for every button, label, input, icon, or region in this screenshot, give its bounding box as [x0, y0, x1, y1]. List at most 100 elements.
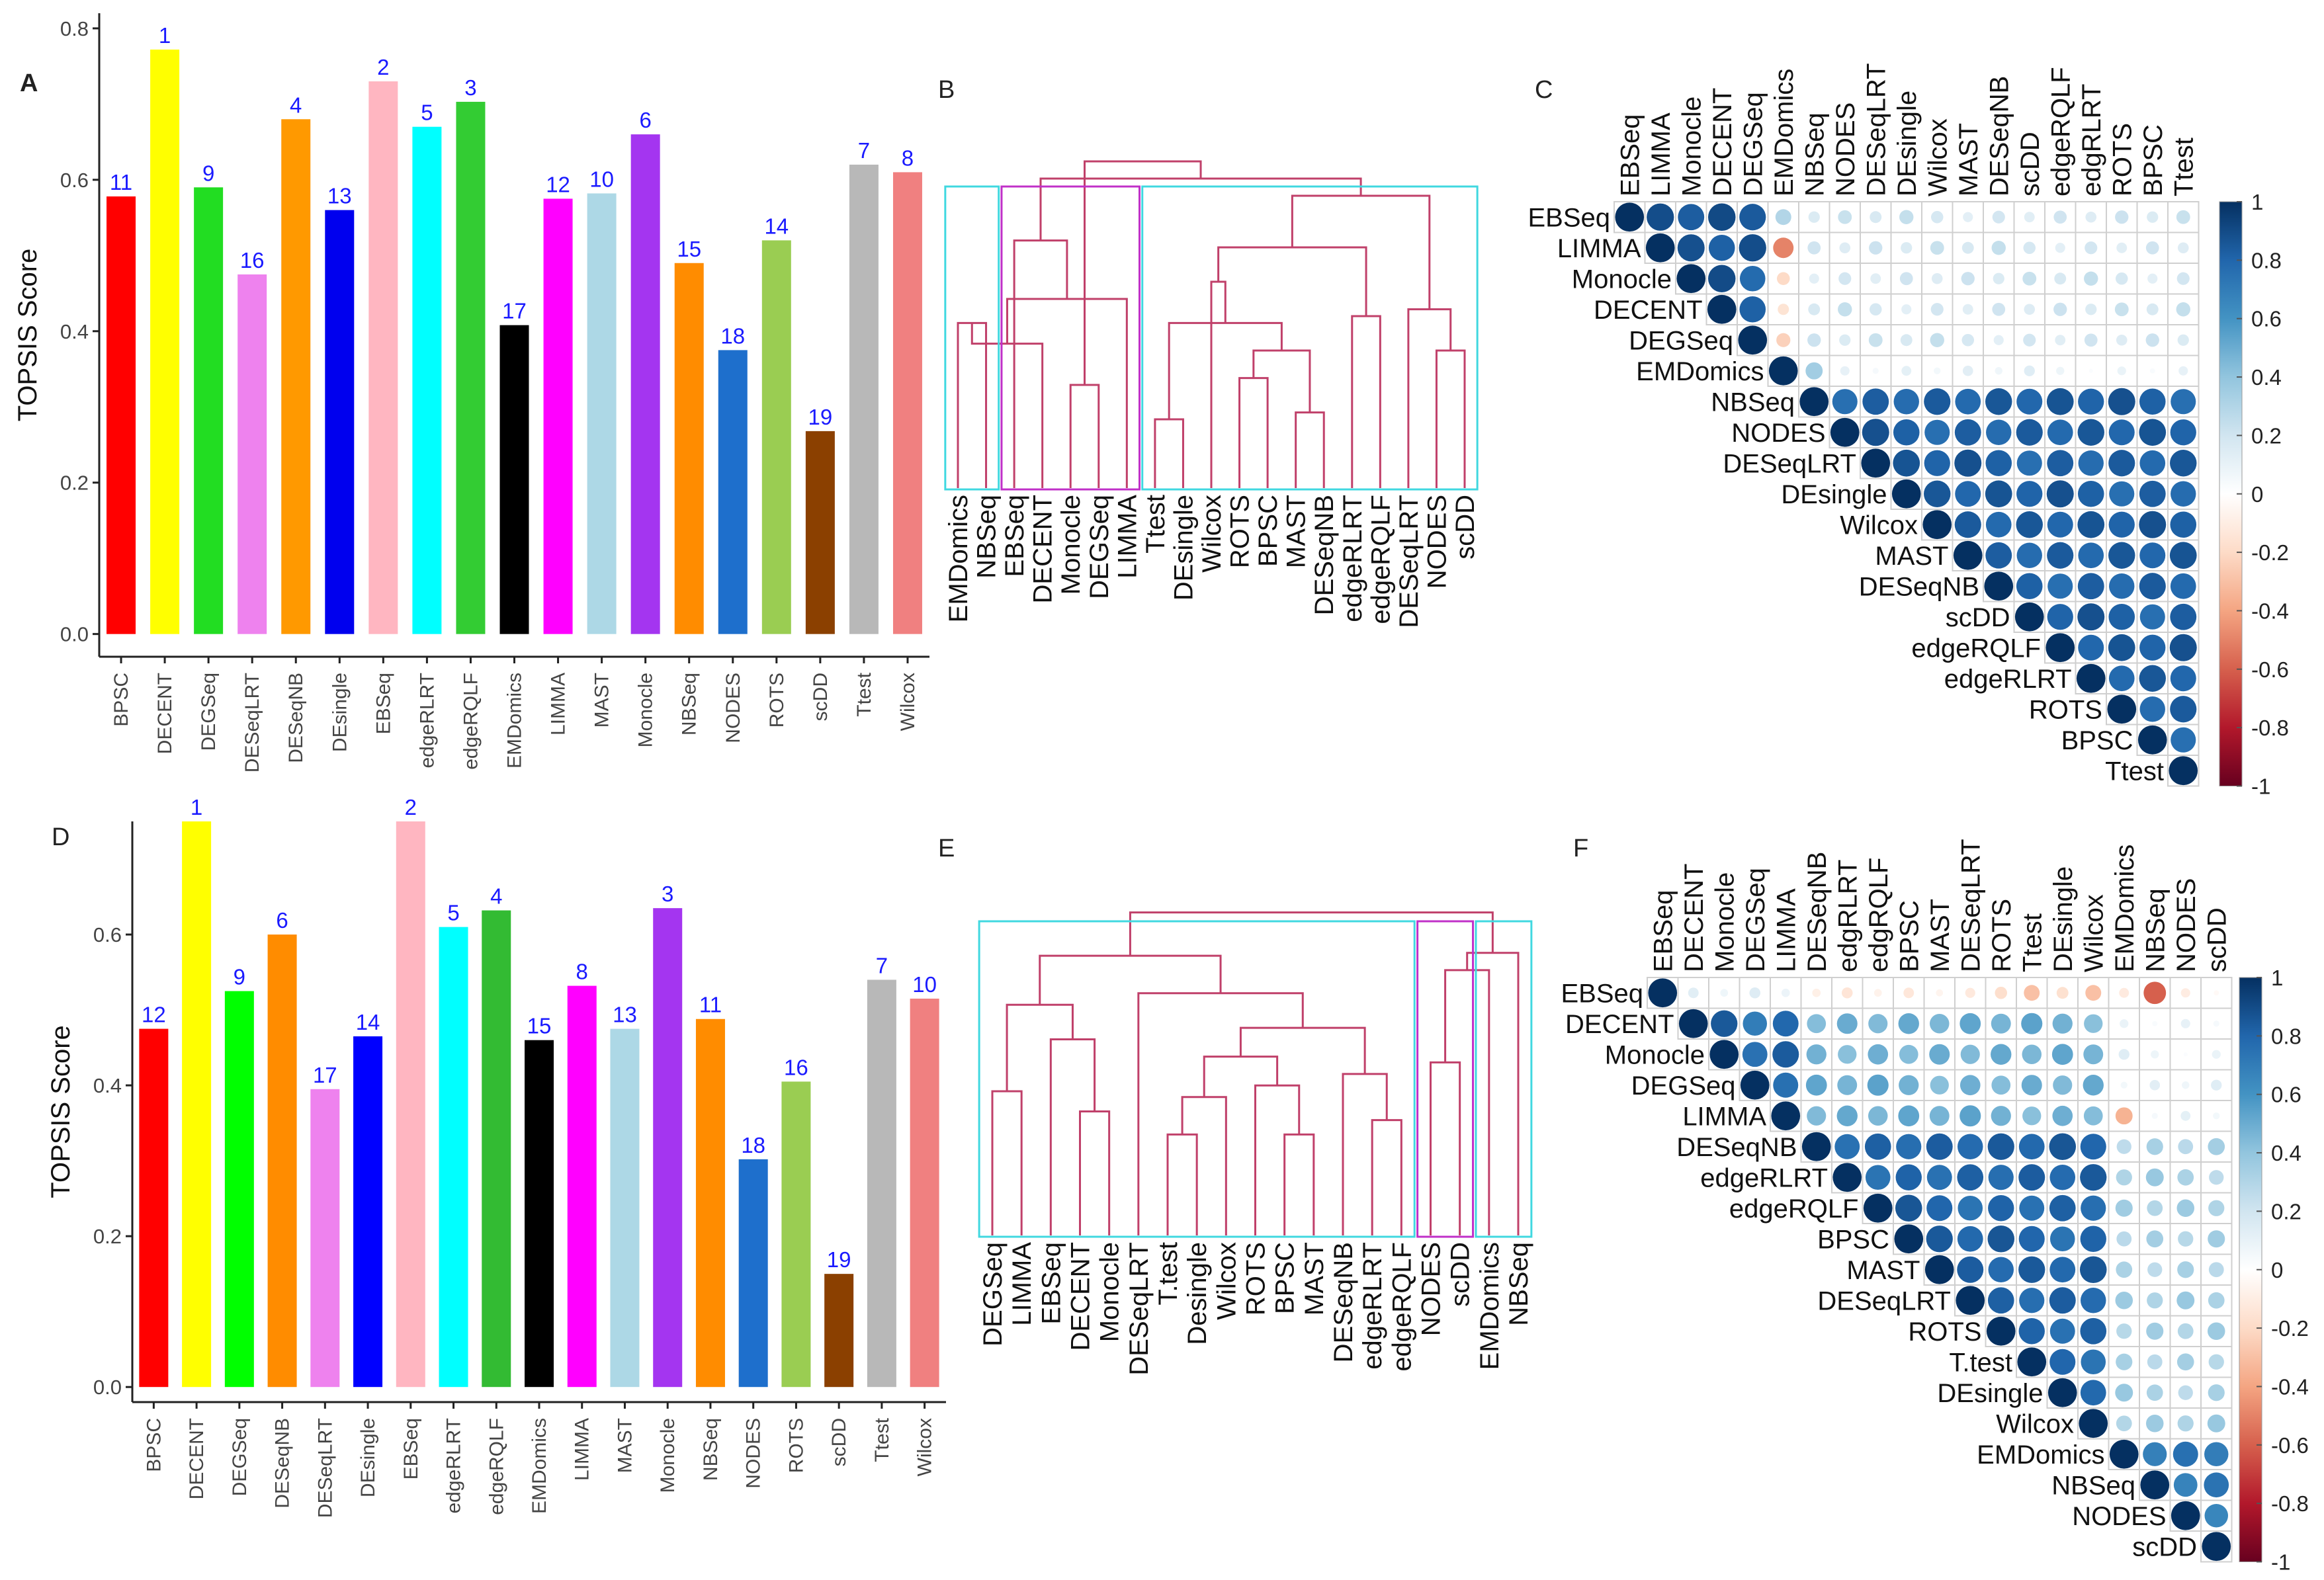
rank-label: 15 — [677, 237, 701, 261]
corr-circle — [2180, 1110, 2191, 1121]
corr-circle — [1987, 1287, 2014, 1314]
cluster-box — [1475, 920, 1533, 1238]
corr-circle — [2080, 1226, 2106, 1252]
column-label: edgRLRT — [2077, 84, 2106, 196]
corr-circle — [1924, 480, 1951, 507]
y-tick-label: 0.8 — [60, 17, 89, 40]
column-label: LIMMA — [1772, 888, 1801, 972]
corr-circle — [2151, 1050, 2159, 1059]
corr-circle — [2177, 242, 2189, 254]
corr-circle — [2146, 1322, 2164, 1340]
corr-circle — [1955, 481, 1981, 507]
row-label: BPSC — [1817, 1225, 1889, 1254]
rank-label: 1 — [191, 795, 202, 819]
corr-cell — [2167, 293, 2200, 325]
x-tick-label: NODES — [743, 1418, 765, 1489]
row-label: NODES — [2072, 1502, 2166, 1531]
corr-circle — [2208, 1262, 2224, 1278]
corr-circle — [1959, 1105, 1981, 1127]
corr-circle — [2056, 987, 2069, 999]
row-label: DESeqLRT — [1817, 1286, 1951, 1315]
leaf-label: edgeRQLF — [1387, 1242, 1416, 1372]
corr-circle — [2049, 1257, 2076, 1283]
corr-circle — [1930, 333, 1944, 347]
leaf-label: BPSC — [1254, 495, 1283, 567]
corr-circle — [1807, 241, 1821, 255]
rank-label: 3 — [662, 882, 673, 906]
dendrogram-link — [1291, 194, 1431, 310]
corr-circle — [2177, 1261, 2194, 1278]
corr-circle — [1861, 448, 1891, 478]
column-label: Monocle — [1710, 872, 1739, 972]
dendrogram-link — [1203, 1056, 1279, 1097]
row-label: DEGSeq — [1631, 1071, 1736, 1101]
corr-circle — [2178, 1139, 2194, 1155]
corr-circle — [2080, 1134, 2106, 1160]
corr-circle — [2118, 1049, 2130, 1060]
corr-circle — [2212, 1050, 2221, 1059]
corr-circle — [2143, 981, 2167, 1005]
column-label: DECENT — [1708, 88, 1737, 196]
corr-circle — [2209, 1170, 2224, 1185]
row-label: DESeqLRT — [1723, 449, 1856, 478]
x-tick-label: Wilcox — [914, 1418, 936, 1476]
bar — [781, 1081, 811, 1388]
dendrogram-link — [1217, 246, 1367, 316]
column-label: BPSC — [1895, 900, 1924, 972]
corr-circle — [1772, 1011, 1799, 1037]
column-label: LIMMA — [1647, 112, 1676, 196]
bar — [482, 910, 511, 1388]
bar — [674, 263, 704, 634]
corr-circle — [1709, 1040, 1739, 1069]
corr-circle — [2143, 1442, 2167, 1466]
corr-circle — [2178, 1231, 2194, 1247]
corr-circle — [2116, 1139, 2131, 1154]
corr-circle — [2053, 302, 2067, 316]
bar — [718, 350, 748, 634]
corr-circle — [2213, 1112, 2220, 1120]
corr-circle — [2173, 1473, 2198, 1497]
corr-circle — [1838, 1045, 1857, 1064]
corr-circle — [2202, 1532, 2231, 1561]
corr-circle — [1869, 303, 1882, 316]
column-label: NBSeq — [2141, 888, 2170, 972]
corr-circle — [2177, 1169, 2194, 1186]
rank-label: 16 — [784, 1055, 808, 1079]
corr-circle — [1961, 241, 1974, 254]
corr-circle — [1867, 1074, 1889, 1096]
corr-circle — [2016, 542, 2042, 568]
color-scale-label: -0.2 — [2251, 540, 2289, 565]
corr-circle — [2176, 272, 2190, 285]
dendrogram-link — [1154, 418, 1184, 488]
row-label: EBSeq — [1561, 979, 1643, 1008]
corr-circle — [2052, 1013, 2073, 1034]
corr-circle — [2021, 1013, 2043, 1034]
leaf-label: DECENT — [1066, 1242, 1096, 1351]
bar — [412, 126, 442, 634]
row-label: Ttest — [2105, 757, 2164, 786]
x-tick-label: NBSeq — [700, 1418, 722, 1481]
dendrogram-link — [1006, 298, 1128, 488]
rank-label: 3 — [464, 75, 476, 100]
leaf-label: DESeqNB — [1329, 1242, 1358, 1362]
color-scale-label: 0.6 — [2271, 1083, 2302, 1107]
corr-circle — [2019, 1288, 2045, 1313]
corr-circle — [1739, 296, 1766, 323]
corr-circle — [1901, 366, 1912, 376]
rank-label: 19 — [808, 405, 833, 429]
rank-label: 7 — [876, 953, 888, 977]
x-tick-label: MAST — [591, 673, 613, 728]
corr-circle — [1742, 1042, 1768, 1067]
color-scale-label: -0.6 — [2271, 1433, 2309, 1458]
corr-circle — [1929, 1106, 1950, 1126]
corr-circle — [2139, 511, 2167, 538]
color-scale-label: 0.2 — [2251, 423, 2282, 448]
dendrogram-link — [1168, 321, 1283, 419]
corr-circle — [2116, 1323, 2132, 1339]
row-label: edgeRLRT — [1944, 665, 2072, 694]
color-scale-label: -0.4 — [2271, 1374, 2309, 1399]
corr-circle — [2139, 419, 2167, 446]
corr-circle — [1953, 540, 1983, 570]
corr-circle — [1870, 211, 1882, 224]
column-label: NODES — [1831, 103, 1860, 196]
